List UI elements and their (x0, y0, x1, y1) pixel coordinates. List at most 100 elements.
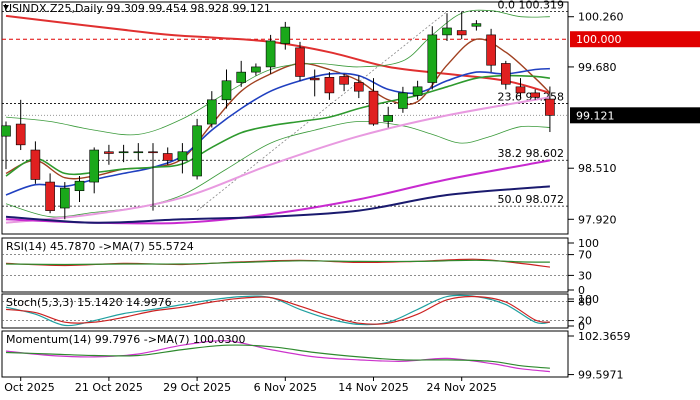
candle-body (339, 76, 349, 85)
candle (1, 121, 11, 170)
candle (353, 75, 364, 99)
momentum-tick-label: 102.3659 (578, 330, 631, 343)
candle (251, 63, 261, 76)
candle-body (59, 187, 70, 209)
stoch-tick-label: 20 (578, 315, 592, 328)
ma-pink-line (5, 96, 551, 224)
candle (530, 89, 541, 100)
candle (442, 13, 452, 41)
candle (104, 144, 114, 165)
momentum-ma-line (5, 344, 550, 369)
stoch-d-line (5, 295, 550, 325)
candle (471, 20, 482, 31)
candle (59, 182, 70, 220)
candle-body (515, 86, 526, 94)
candle (148, 143, 158, 211)
candle (162, 147, 173, 165)
candle-body (280, 26, 291, 44)
candle (339, 73, 349, 92)
candle-body (207, 99, 217, 125)
symbol-label: USINDX.Z25 (4, 2, 72, 15)
candle-body (427, 34, 438, 83)
candle (383, 106, 394, 128)
candle-body (442, 27, 452, 36)
panel-frame-1 (1, 237, 569, 293)
candle-body (1, 125, 11, 137)
candle-body (545, 98, 555, 116)
candle (324, 72, 335, 100)
candle (265, 34, 276, 74)
fib-level-label: 50.0 98.072 (498, 193, 564, 206)
candle-body (265, 40, 276, 68)
candle-body (15, 123, 26, 146)
rsi-tick-label: 70 (578, 249, 592, 262)
date-tick-label: 14 Nov 2025 (338, 381, 408, 394)
level-price-box (570, 31, 700, 48)
candle-body (353, 82, 364, 92)
candle (207, 91, 217, 128)
candle (221, 69, 232, 109)
stoch-tick-label: 0 (578, 320, 585, 333)
candle-body (324, 77, 335, 94)
candle (133, 143, 144, 161)
ma-darkred-line (5, 38, 551, 180)
current-price-box (570, 107, 700, 124)
candle (177, 143, 188, 174)
rsi-title: RSI(14) 45.7870 ->MA(7) 55.5724 (6, 240, 194, 253)
price-tick-label: 100.260 (578, 11, 624, 24)
panel-frame-0 (1, 1, 569, 235)
candle (89, 147, 99, 194)
ma-green-line (5, 74, 551, 177)
candle-body (45, 181, 55, 211)
ma-navy-line (5, 185, 550, 224)
candle (500, 60, 511, 90)
fib-level-label: 0.0 100.319 (498, 0, 564, 12)
candle-body (295, 47, 305, 77)
rsi-tick-label: 30 (578, 269, 592, 282)
candle (295, 41, 305, 81)
candle (368, 78, 379, 126)
candle-body (456, 30, 467, 36)
candle-body (162, 153, 173, 161)
candle-body (133, 151, 144, 154)
candle-body (236, 71, 246, 83)
level-price-label: 100.000 (576, 33, 622, 46)
chart-header: USINDX.Z25,Daily 99.309 99.454 98.928 99… (4, 2, 271, 15)
candle-body (500, 63, 511, 85)
candle-body (118, 151, 129, 154)
date-tick-label: 29 Oct 2025 (163, 381, 231, 394)
bb-lower-line (5, 120, 550, 218)
candle (192, 118, 202, 180)
candle (486, 28, 496, 73)
candle (545, 86, 555, 133)
candle-body (530, 92, 541, 98)
ma-red-line (5, 14, 551, 94)
stoch-title: Stoch(5,3,3) 15.1420 14.9976 (6, 296, 172, 309)
candle (30, 141, 41, 184)
rsi-ma-line (5, 259, 550, 266)
candle-body (309, 77, 320, 81)
stoch-tick-label: 80 (578, 295, 592, 308)
candle (45, 173, 55, 214)
date-tick-label: 24 Nov 2025 (426, 381, 496, 394)
candle (515, 78, 526, 99)
candle (15, 99, 26, 151)
stoch-tick-label: 100 (578, 293, 599, 306)
date-tick-label: 13 Oct 2025 (0, 381, 55, 394)
candle-body (368, 90, 379, 125)
bb-upper-line (5, 9, 550, 136)
rsi-tick-label: 100 (578, 237, 599, 250)
candle-body (177, 151, 188, 161)
collapse-arrow-icon[interactable] (3, 5, 9, 10)
candle-body (383, 115, 394, 122)
rsi-tick-label: 0 (578, 284, 585, 297)
candle-body (471, 23, 482, 27)
current-price-label: 99.121 (576, 109, 615, 122)
candle-body (89, 149, 99, 183)
ohlc-readout: 99.309 99.454 98.928 99.121 (106, 2, 270, 15)
timeframe-label: Daily (75, 2, 103, 15)
candle (118, 144, 129, 163)
candle-body (148, 151, 158, 154)
candle-body (412, 86, 423, 96)
candle (456, 11, 467, 40)
